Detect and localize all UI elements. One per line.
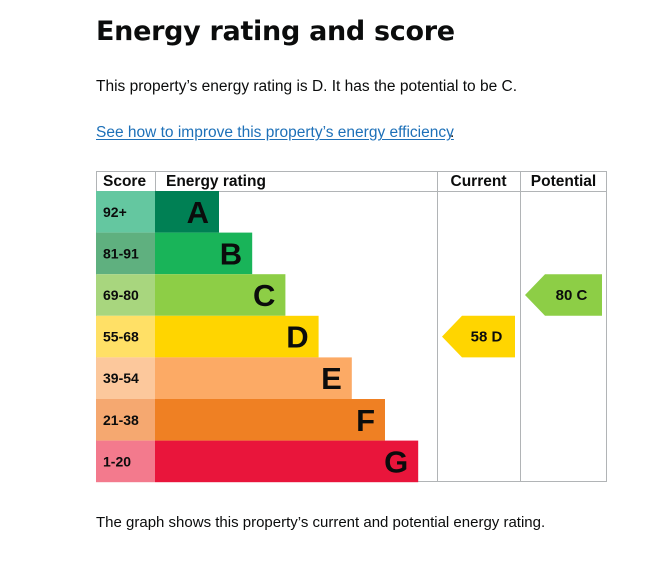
rating-letter: E [321,361,342,396]
score-cell [96,440,155,483]
score-range-label: 39-54 [103,370,139,386]
score-range-label: 55-68 [103,329,139,345]
improve-efficiency-link[interactable]: See how to improve this property’s energ… [96,124,454,141]
rating-bar [155,191,219,233]
score-range-label: 92+ [103,204,127,220]
potential-rating-label: 80 C [556,287,588,304]
score-column-header: Score [103,173,146,190]
rating-letter: D [286,320,308,355]
rating-letter: A [187,195,209,230]
rating-bar [155,399,385,441]
score-cell [96,357,155,399]
score-cell [96,191,155,233]
rating-letter: C [253,278,275,313]
current-arrow [442,315,515,358]
rating-bar [155,274,286,316]
potential-column-header: Potential [531,173,596,190]
score-range-label: 69-80 [103,287,139,303]
score-range-label: 21-38 [103,412,139,428]
score-cell [96,399,155,441]
rating-letter: B [220,236,242,271]
score-range-label: 1-20 [103,453,131,469]
potential-arrow [525,274,602,316]
score-cell [96,274,155,316]
rating-summary: This property’s energy rating is D. It h… [96,78,518,95]
link-full-stop: . [450,124,455,141]
rating-letter: G [384,444,408,479]
rating-bar [155,357,352,399]
score-cell [96,232,155,275]
rating-bar [155,315,319,358]
chart-caption: The graph shows this property’s current … [96,514,546,531]
rating-letter: F [356,403,375,438]
score-cell [96,315,155,358]
rating-bar [155,232,253,275]
rating-bar [155,440,419,483]
current-column-header: Current [451,173,507,190]
current-rating-label: 58 D [471,329,503,346]
score-range-label: 81-91 [103,245,139,261]
page-title: Energy rating and score [96,16,455,47]
rating-column-header: Energy rating [166,173,266,190]
